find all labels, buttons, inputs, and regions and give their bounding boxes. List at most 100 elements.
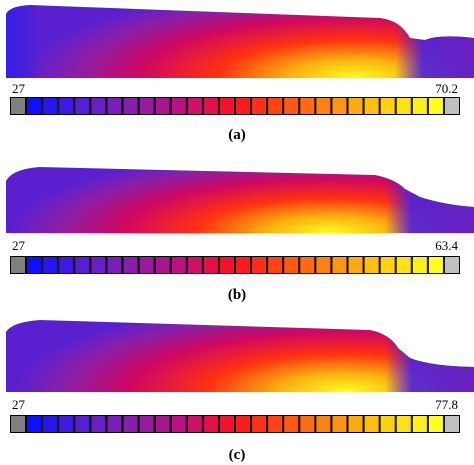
colorbar-max-label: 70.2 [435,81,458,96]
colorbar-segment [170,256,187,274]
colorbar-segment [186,256,203,274]
colorbar-b [10,256,460,274]
colorbar-segment [347,415,364,433]
colorbar-underflow-swatch [10,256,27,274]
colorbar-segment [411,97,428,115]
colorbar-segment [26,256,43,274]
colorbar-segment [154,256,171,274]
colorbar-segment [218,256,235,274]
colorbar-segment [267,415,284,433]
colorbar-overflow-swatch [443,97,460,115]
colorbar-segment [170,97,187,115]
colorbar-segment [138,97,155,115]
colorbar-segment [347,256,364,274]
colorbar-segment [283,256,300,274]
caption-a: (a) [228,127,246,143]
colorbar-segment [106,415,123,433]
colorbar-max-label: 63.4 [435,238,458,253]
panel-c: 27 77.8 (c) [0,312,474,463]
colorbar-segment [395,97,412,115]
colorbar-segment [58,415,75,433]
colorbar-segment [106,256,123,274]
colorbar-segment [42,256,59,274]
colorbar-underflow-swatch [10,97,27,115]
colorbar-segment [186,97,203,115]
colorbar-overflow-swatch [443,256,460,274]
colorbar-segment [427,97,444,115]
colorbar-overflow-swatch [443,415,460,433]
colorbar-segment [427,415,444,433]
colorbar-segment [299,97,316,115]
colorbar-segment [411,415,428,433]
colorbar-segment [267,97,284,115]
colorbar-segment [251,415,268,433]
colorbar-min-label: 27 [12,238,25,253]
colorbar-segment [154,97,171,115]
colorbar-segment [251,256,268,274]
colorbar-segment [122,415,139,433]
caption-c: (c) [228,447,246,463]
temperature-field-b [6,167,474,233]
colorbar-a [10,97,460,115]
colorbar-segment [90,415,107,433]
colorbar-segment [235,415,252,433]
colorbar-segment [138,256,155,274]
colorbar-segment [218,97,235,115]
colorbar-segment [395,415,412,433]
colorbar-segment [138,415,155,433]
colorbar-segment [411,256,428,274]
colorbar-segment [154,415,171,433]
colorbar-segment [186,415,203,433]
colorbar-segment [90,256,107,274]
panel-a: 27 70.2 (a) [0,0,474,150]
colorbar-min-label: 27 [12,81,25,96]
panel-b: 27 63.4 (b) [0,155,474,305]
colorbar-segment [395,256,412,274]
colorbar-segment [379,97,396,115]
colorbar-segment [122,256,139,274]
colorbar-segment [299,415,316,433]
colorbar-segment [202,415,219,433]
colorbar-segment [331,415,348,433]
colorbar-segment [363,97,380,115]
colorbar-segment [283,415,300,433]
temperature-field-a [6,5,474,78]
colorbar-segment [74,256,91,274]
colorbar-segment [347,97,364,115]
colorbar-segment [58,256,75,274]
colorbar-segment [90,97,107,115]
colorbar-segment [299,256,316,274]
colorbar-segment [267,256,284,274]
colorbar-segment [283,97,300,115]
colorbar-segment [235,97,252,115]
colorbar-segment [379,415,396,433]
colorbar-segment [170,415,187,433]
colorbar-segment [315,97,332,115]
colorbar-segment [122,97,139,115]
colorbar-segment [427,256,444,274]
colorbar-max-label: 77.8 [435,397,458,412]
colorbar-segment [331,97,348,115]
colorbar-segment [363,256,380,274]
caption-b: (b) [227,287,247,303]
colorbar-segment [42,415,59,433]
colorbar-segment [26,97,43,115]
colorbar-segment [218,415,235,433]
colorbar-segment [315,415,332,433]
colorbar-segment [331,256,348,274]
colorbar-underflow-swatch [10,415,27,433]
colorbar-segment [251,97,268,115]
colorbar-segment [58,97,75,115]
colorbar-segment [74,97,91,115]
colorbar-min-label: 27 [12,397,25,412]
colorbar-segment [379,256,396,274]
colorbar-segment [202,97,219,115]
colorbar-segment [363,415,380,433]
colorbar-segment [235,256,252,274]
temperature-field-c [6,320,474,392]
colorbar-segment [26,415,43,433]
colorbar-segment [74,415,91,433]
colorbar-segment [315,256,332,274]
colorbar-segment [202,256,219,274]
colorbar-segment [42,97,59,115]
